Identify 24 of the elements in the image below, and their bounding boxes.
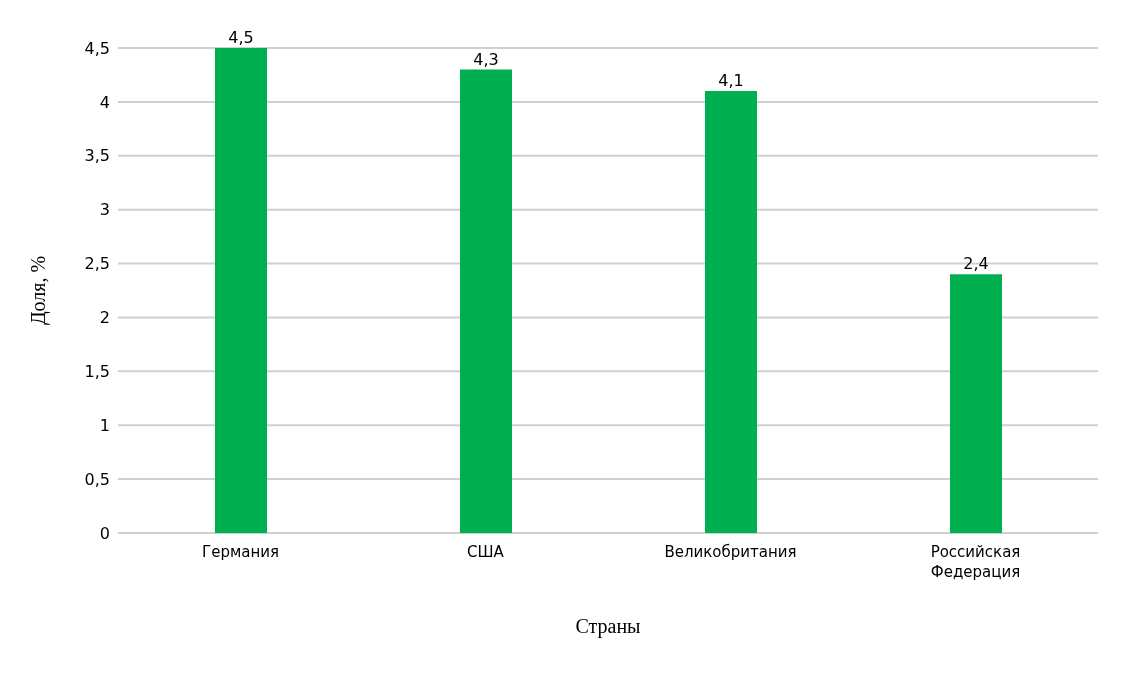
y-tick-label: 0 (99, 523, 110, 543)
x-axis-title: Страны (575, 615, 641, 638)
y-axis-title: Доля, % (27, 255, 51, 326)
data-label: 4,5 (228, 28, 254, 47)
y-tick-label: 1 (99, 415, 110, 435)
bar (460, 69, 512, 533)
bar (950, 274, 1002, 533)
bar (215, 48, 267, 533)
data-label: 4,1 (718, 71, 744, 91)
y-tick-label: 4 (99, 92, 110, 112)
y-tick-label: 3 (99, 200, 110, 220)
x-tick-label: Российская Федерация (930, 543, 1021, 581)
y-tick-label: 2,5 (84, 254, 110, 274)
bar (705, 91, 757, 533)
x-tick-label: Великобритания (664, 543, 797, 561)
y-tick-label: 4,5 (84, 38, 110, 58)
y-tick-label: 0,5 (84, 469, 110, 489)
y-tick-label: 2 (99, 308, 110, 328)
x-tick-label: Германия (202, 543, 279, 561)
data-label: 4,3 (473, 49, 499, 69)
x-tick-label: США (467, 543, 505, 561)
y-tick-label: 1,5 (84, 362, 110, 382)
y-tick-label: 3,5 (84, 146, 110, 166)
data-label: 2,4 (963, 254, 989, 274)
